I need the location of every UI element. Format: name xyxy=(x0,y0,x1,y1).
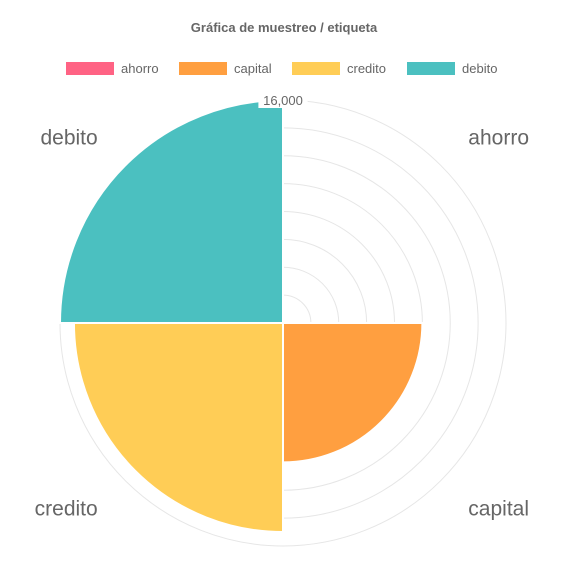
point-label-ahorro: ahorro xyxy=(468,127,529,150)
legend-swatch-capital[interactable] xyxy=(179,62,227,75)
point-label-credito: credito xyxy=(35,497,98,520)
tick-backdrop xyxy=(258,92,308,108)
point-label-debito: debito xyxy=(40,127,97,150)
tick-labels: 16,000 xyxy=(258,92,308,108)
point-label-capital: capital xyxy=(468,497,529,520)
slice-debito[interactable] xyxy=(58,98,284,324)
legend-swatch-credito[interactable] xyxy=(292,62,340,75)
legend-swatch-debito[interactable] xyxy=(407,62,455,75)
tick-label: 16,000 xyxy=(263,93,303,108)
legend-label-debito[interactable]: debito xyxy=(462,61,497,76)
point-labels: ahorro capital credito debito xyxy=(35,127,529,521)
slice-credito[interactable] xyxy=(72,322,284,534)
legend-label-ahorro[interactable]: ahorro xyxy=(121,61,159,76)
legend: ahorro capital credito debito xyxy=(66,61,497,76)
legend-label-credito[interactable]: credito xyxy=(347,61,386,76)
slice-capital[interactable] xyxy=(282,322,424,464)
slices xyxy=(58,98,424,534)
legend-swatch-ahorro[interactable] xyxy=(66,62,114,75)
chart-title: Gráfica de muestreo / etiqueta xyxy=(191,20,378,35)
legend-label-capital[interactable]: capital xyxy=(234,61,272,76)
